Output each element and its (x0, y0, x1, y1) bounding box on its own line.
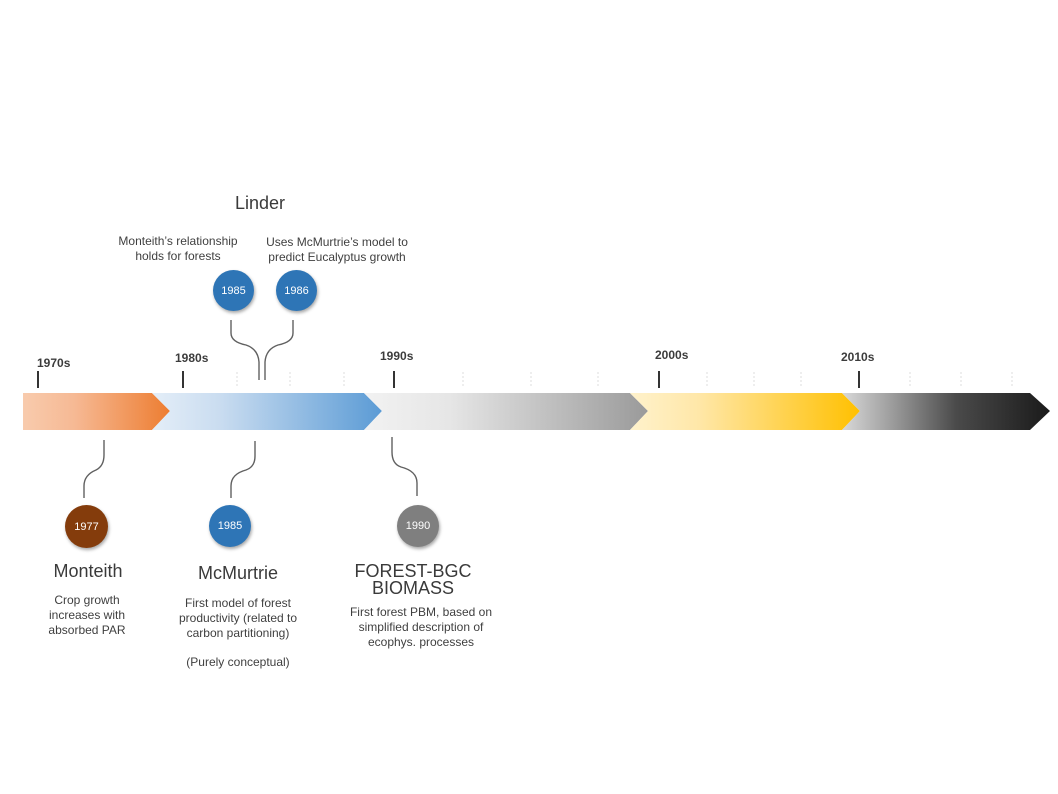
decade-label-2010s: 2010s (841, 350, 875, 364)
linder-left-description: Monteith’s relationship holds for forest… (98, 234, 258, 264)
mcmurtrie-year-badge: 1985 (209, 505, 251, 547)
linder-year-badge-1986: 1986 (276, 270, 317, 311)
connector-monteith (83, 440, 105, 498)
forest-bgc-desc-line-3: ecophys. processes (367, 635, 475, 649)
monteith-description: Crop growth increases with absorbed PAR (27, 593, 147, 638)
linder-year-badge-1985: 1985 (213, 270, 254, 311)
forest-bgc-title-line-1: FOREST-BGC (354, 561, 472, 581)
mcmurtrie-desc-line-3: carbon partitioning) (186, 626, 290, 640)
mcmurtrie-desc-line-1: First model of forest (184, 596, 292, 610)
forest-bgc-year-badge: 1990 (397, 505, 439, 547)
linder-right-desc-line-2: predict Eucalyptus growth (268, 250, 406, 264)
segment-1970s (23, 393, 170, 430)
monteith-desc-line-2: increases with (48, 608, 126, 622)
linder-left-desc-line-2: holds for forests (135, 249, 221, 263)
monteith-year-badge: 1977 (65, 505, 108, 548)
connector-mcmurtrie (230, 441, 256, 498)
segment-1980s (152, 393, 382, 430)
forest-bgc-description: First forest PBM, based on simplified de… (333, 605, 509, 650)
monteith-desc-line-3: absorbed PAR (48, 623, 126, 637)
connector-forest-bgc (391, 437, 418, 496)
linder-right-description: Uses McMurtrie’s model to predict Eucaly… (252, 235, 422, 265)
mcmurtrie-desc-line-2: productivity (related to (178, 611, 298, 625)
decade-label-1980s: 1980s (175, 351, 209, 365)
connector-linder-left (230, 320, 260, 380)
connector-linder-right (264, 320, 294, 380)
monteith-desc-line-1: Crop growth (54, 593, 120, 607)
minor-ticks (236, 372, 1013, 388)
mcmurtrie-note: (Purely conceptual) (186, 655, 290, 669)
forest-bgc-title-line-2: BIOMASS (371, 578, 455, 598)
forest-bgc-desc-line-2: simplified description of (358, 620, 484, 634)
forest-bgc-desc-line-1: First forest PBM, based on (349, 605, 493, 619)
linder-title: Linder (234, 193, 286, 213)
monteith-title: Monteith (53, 561, 123, 581)
mcmurtrie-title: McMurtrie (198, 563, 278, 583)
linder-left-desc-line-1: Monteith’s relationship (118, 234, 238, 248)
major-ticks (37, 371, 860, 388)
decade-label-1970s: 1970s (37, 356, 71, 370)
decade-label-1990s: 1990s (380, 349, 414, 363)
linder-right-desc-line-1: Uses McMurtrie’s model to (266, 235, 408, 249)
segment-2010s (842, 393, 1050, 430)
forest-bgc-title: FOREST-BGC BIOMASS (333, 561, 493, 598)
segment-1990s (364, 393, 648, 430)
segment-2000s (630, 393, 860, 430)
mcmurtrie-description: First model of forest productivity (rela… (158, 596, 318, 641)
decade-label-2000s: 2000s (655, 348, 689, 362)
